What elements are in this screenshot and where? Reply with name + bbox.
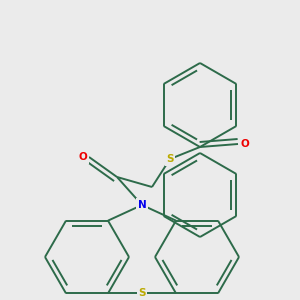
Text: O: O [79, 152, 87, 162]
Text: N: N [138, 200, 146, 210]
Text: O: O [241, 139, 249, 149]
Text: S: S [166, 154, 174, 164]
Text: S: S [138, 288, 146, 298]
